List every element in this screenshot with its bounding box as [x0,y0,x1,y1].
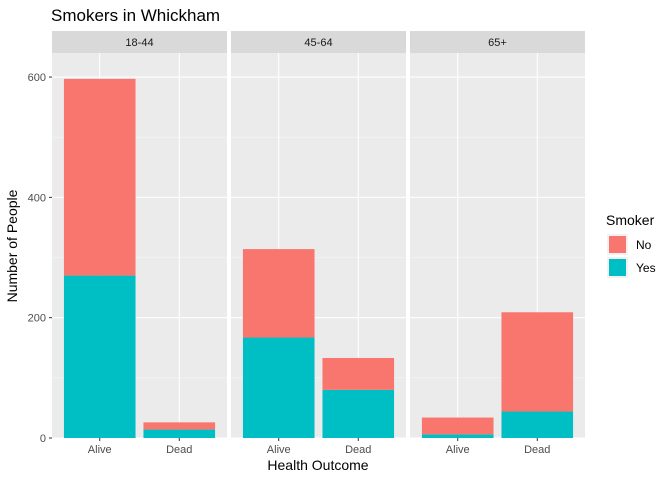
legend-label-yes: Yes [636,261,656,275]
bar-yes-18-44-dead [143,429,216,438]
legend: Smoker No Yes [606,212,656,278]
y-tick-label: 200 [28,313,46,325]
legend-title: Smoker [606,212,655,228]
y-tick-label: 400 [28,192,46,204]
x-tick-label: Dead [524,444,550,456]
bar-yes-65+-alive [421,434,494,438]
bar-no-18-44-alive [63,78,136,276]
chart-title: Smokers in Whickham [51,6,220,25]
x-tick-label: Dead [166,444,192,456]
y-axis-title: Number of People [4,189,20,302]
bar-no-45-64-dead [322,357,395,390]
y-axis: 0 200 400 600 [28,72,52,445]
y-tick-label: 0 [40,433,46,445]
facet-strip [52,31,227,53]
bar-yes-45-64-dead [322,389,395,438]
bar-no-65+-dead [501,312,574,412]
facet-strip-label: 65+ [488,37,507,49]
facet-panels: 18-44 Alive Dead 45-64 Alive Dead 65+ Alive Dead [52,31,585,456]
y-tick-label: 600 [28,72,46,84]
facet-strip-label: 18-44 [125,37,153,49]
facet-strip [231,31,406,53]
x-tick-label: Dead [345,444,371,456]
bar-yes-65+-dead [501,411,574,438]
facet-panel-45-64: 45-64 Alive Dead [231,31,406,456]
facet-strip-label: 45-64 [304,37,332,49]
bar-no-65+-alive [421,417,494,435]
bar-yes-45-64-alive [242,337,315,438]
legend-swatch-no [609,236,626,253]
legend-label-no: No [636,238,652,252]
facet-panel-65+: 65+ Alive Dead [410,31,585,456]
legend-swatch-yes [609,259,626,276]
x-tick-label: Alive [446,444,470,456]
x-tick-label: Alive [88,444,112,456]
x-axis-title: Health Outcome [267,457,368,473]
bar-yes-18-44-alive [63,275,136,438]
bar-no-18-44-dead [143,422,216,430]
facet-panel-18-44: 18-44 Alive Dead [52,31,227,456]
facet-strip [410,31,585,53]
bar-no-45-64-alive [242,249,315,338]
x-tick-label: Alive [267,444,291,456]
